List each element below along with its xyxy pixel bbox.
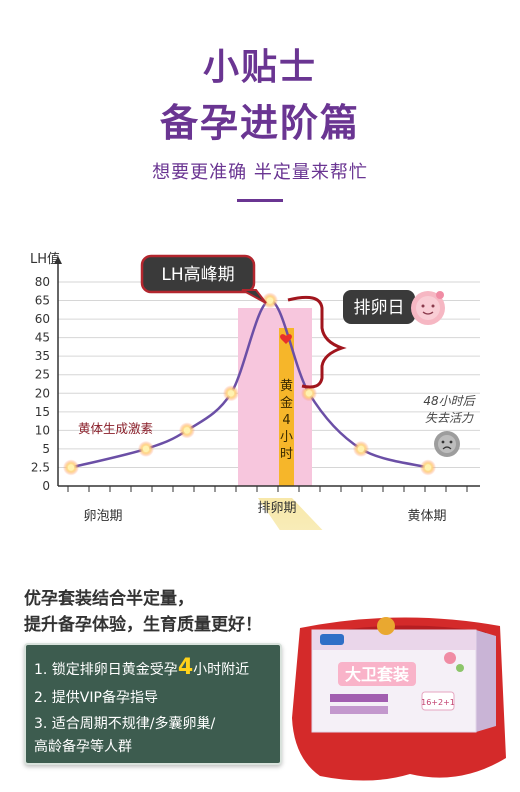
y-tick-label: 25: [35, 368, 50, 382]
data-point: [183, 427, 191, 434]
y-axis-arrow: [54, 256, 62, 264]
product-kit-image: 大卫套装 16+2+1: [292, 617, 506, 781]
light-beam: [258, 498, 323, 530]
y-tick-label: 15: [35, 405, 50, 419]
heart-icon: [280, 334, 292, 344]
peak-label: LH高峰期: [161, 265, 234, 285]
peak-callout-tail: [241, 289, 267, 304]
data-point: [357, 445, 365, 453]
page-subtitle: 想要更准确 半定量来帮忙: [152, 162, 368, 183]
page-title-line1: 小贴士: [202, 47, 317, 88]
y-tick-label: 35: [35, 349, 50, 363]
progesterone-label: 黄体生成激素: [78, 421, 153, 436]
product-box-badge: 16+2+1: [421, 698, 455, 707]
ovulation-brace: [287, 295, 347, 389]
feature-1-highlight: 4: [177, 655, 194, 680]
product-brand-label: 大卫套装: [345, 665, 409, 684]
golden-band-char: 金: [280, 395, 293, 411]
lh-data-points: [63, 292, 436, 476]
feature-1-prefix: 1. 锁定排卵日黄金受孕: [34, 662, 178, 678]
y-tick-labels: 0 2.5 5 10 15 20 25 35 45 60 65 80: [31, 275, 50, 493]
feature-item-3-line2: 高龄备孕等人群: [34, 739, 132, 755]
ovulation-pink-band: [238, 308, 312, 486]
data-point: [67, 464, 75, 471]
promo-line1: 优孕套装结合半定量，: [24, 589, 194, 609]
y-tick-label: 60: [35, 312, 50, 326]
sad-egg-icon: [434, 431, 460, 457]
egg-note-line1: 48小时后: [423, 394, 476, 408]
golden-band-char: 黄: [280, 379, 293, 394]
feature-item-1: 1. 锁定排卵日黄金受孕4小时附近: [34, 655, 249, 680]
page-title-line2: 备孕进阶篇: [159, 101, 360, 145]
golden-band-text: 黄金 4 小时: [280, 379, 293, 462]
data-point: [266, 297, 274, 304]
promo-line2: 提升备孕体验，生育质量更好！: [24, 615, 262, 635]
y-tick-label: 0: [42, 479, 50, 493]
golden-4h-band: [279, 328, 294, 486]
y-tick-label: 80: [35, 275, 50, 289]
egg-cell-icon: [411, 291, 445, 325]
title-underline: [237, 199, 283, 202]
golden-band-char: 时: [280, 447, 293, 462]
phase-label-luteal: 黄体期: [407, 509, 446, 524]
cape-knot: [377, 617, 395, 635]
y-tick-label: 20: [35, 386, 50, 400]
product-box-side: [476, 630, 496, 732]
feature-box: 1. 锁定排卵日黄金受孕4小时附近 2. 提供VIP备孕指导 3. 适合周期不规…: [24, 643, 282, 765]
x-axis-ticks: [67, 486, 468, 492]
y-tick-label: 65: [35, 294, 50, 308]
y-tick-label: 10: [35, 423, 50, 437]
ovulation-callout-box: [343, 290, 415, 324]
peak-callout-box: [140, 254, 256, 294]
phase-label-follicular: 卵泡期: [83, 509, 122, 524]
y-tick-label: 2.5: [31, 460, 50, 474]
phase-label-ovulation: 排卵期: [257, 501, 296, 516]
golden-band-char: 4: [282, 413, 290, 428]
data-point: [424, 464, 432, 471]
y-axis-label: LH值: [30, 251, 60, 267]
data-point: [142, 445, 150, 453]
feature-item-3-line1: 3. 适合周期不规律/多囊卵巢/: [34, 716, 216, 732]
data-point: [305, 390, 313, 397]
y-tick-label: 5: [42, 442, 50, 456]
golden-band-char: 小: [280, 430, 293, 445]
feature-item-2: 2. 提供VIP备孕指导: [34, 690, 158, 706]
lh-curve: [70, 299, 429, 469]
y-tick-label: 45: [35, 331, 50, 345]
ovulation-label: 排卵日: [354, 298, 405, 318]
feature-1-suffix: 小时附近: [193, 662, 250, 678]
egg-note-line2: 失去活力: [425, 411, 474, 425]
data-point: [227, 390, 235, 397]
